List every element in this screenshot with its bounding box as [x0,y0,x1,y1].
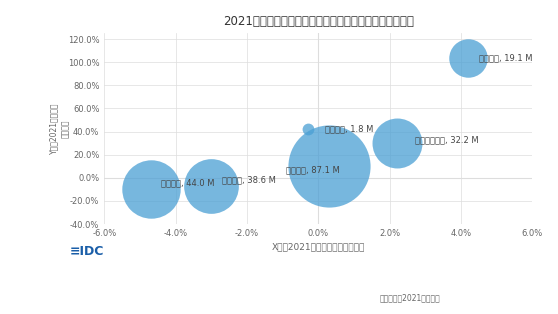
Text: 智能照明, 19.1 M: 智能照明, 19.1 M [479,53,532,62]
Point [392,141,401,146]
Text: 家庭安全监控, 32.2 M: 家庭安全监控, 32.2 M [415,135,478,144]
Point [207,183,216,188]
Point [303,127,312,132]
Text: 智能温控, 1.8 M: 智能温控, 1.8 M [325,125,374,134]
Point [464,55,473,60]
Point [146,187,155,192]
Text: ≡IDC: ≡IDC [70,246,104,258]
Text: 智能家电, 87.1 M: 智能家电, 87.1 M [286,165,340,174]
Text: 气泡大小：2021年出货量: 气泡大小：2021年出货量 [379,293,440,302]
X-axis label: X轴：2021年出货量分额同比变化: X轴：2021年出货量分额同比变化 [272,242,365,251]
Title: 2021年中国智能家居设备市场各品类出货量及同比增长率: 2021年中国智能家居设备市场各品类出货量及同比增长率 [223,15,414,28]
Text: 视觉娱乐, 44.0 M: 视觉娱乐, 44.0 M [161,178,215,187]
Point [325,164,334,169]
Text: Y轴：2021年出货量
同比变化: Y轴：2021年出货量 同比变化 [49,103,70,154]
Text: 智能音箱, 38.6 M: 智能音箱, 38.6 M [222,175,276,184]
